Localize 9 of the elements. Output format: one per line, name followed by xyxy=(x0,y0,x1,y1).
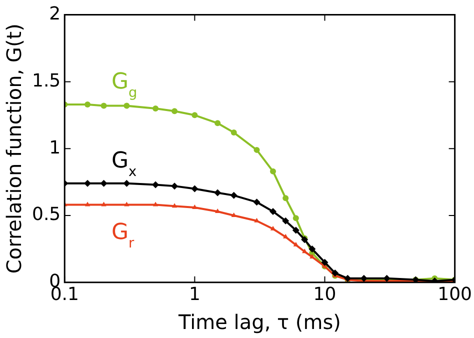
x-axis-title: Time lag, τ (ms) xyxy=(178,310,341,334)
y-axis-title: Correlation function, G(t) xyxy=(2,24,26,274)
x-tick-label: 10 xyxy=(313,284,336,305)
y-tick-label: 1 xyxy=(49,137,61,158)
x-tick-label: 100 xyxy=(438,284,472,305)
y-tick-label: 2 xyxy=(49,3,61,24)
y-tick-label: 1.5 xyxy=(32,70,61,92)
x-tick-label: 1 xyxy=(188,284,200,305)
y-tick-label: 0.5 xyxy=(32,204,61,226)
